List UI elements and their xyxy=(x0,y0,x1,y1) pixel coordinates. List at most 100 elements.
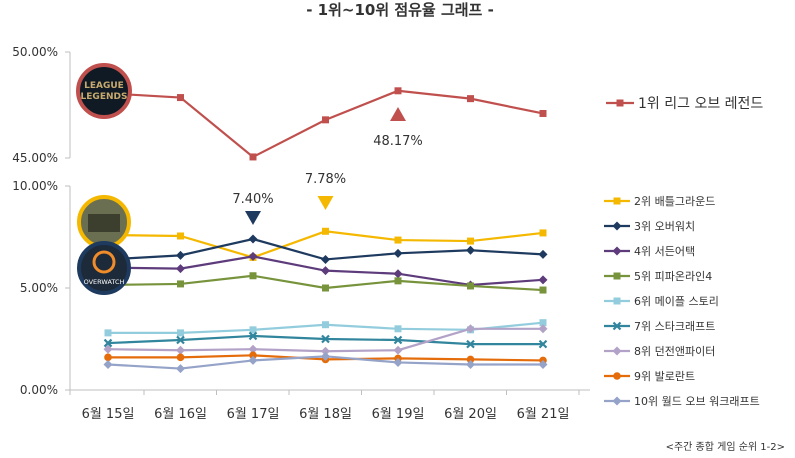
data-point xyxy=(249,351,257,360)
footnote: <주간 종합 게임 순위 1-2> xyxy=(666,440,785,453)
data-point xyxy=(104,329,112,337)
legend-label: 3위 오버워치 xyxy=(634,220,695,233)
data-point xyxy=(466,355,475,364)
legend-label: 9위 발로란트 xyxy=(634,370,695,383)
data-point xyxy=(538,360,548,369)
data-point xyxy=(248,331,258,341)
data-point xyxy=(538,324,548,334)
data-point xyxy=(466,324,475,334)
logo-detail xyxy=(92,250,116,274)
data-point xyxy=(176,364,185,374)
legend-label: 6위 메이플 스토리 xyxy=(634,295,719,308)
top-panel: 50.00% 45.00% 48.17% xyxy=(12,45,547,165)
legend-marker xyxy=(613,272,621,280)
data-point xyxy=(248,234,258,244)
data-point xyxy=(321,254,330,264)
league-of-legends-logo xyxy=(76,63,132,119)
legend-label: 4위 서든어택 xyxy=(634,245,695,258)
data-point xyxy=(321,351,330,361)
data-point xyxy=(177,329,184,337)
series-line xyxy=(107,89,544,159)
x-tick-label: 6월 16일 xyxy=(154,407,207,422)
data-point xyxy=(467,282,474,290)
legend-label: 8위 던전앤파이터 xyxy=(634,345,715,358)
data-point xyxy=(249,153,257,161)
logo-text: LEGENDS xyxy=(81,92,128,102)
logo-text: LEAGUE xyxy=(84,81,124,91)
chart-title: - 1위~10위 점유율 그래프 - xyxy=(306,1,494,19)
data-point xyxy=(321,346,330,356)
series-6 xyxy=(103,331,548,349)
data-point xyxy=(466,339,475,349)
data-point xyxy=(248,355,258,365)
legend-label: 2위 배틀그라운드 xyxy=(634,195,715,208)
data-point xyxy=(103,360,113,369)
data-point xyxy=(394,236,402,244)
data-point xyxy=(393,248,403,258)
annotation-label: 7.78% xyxy=(305,172,346,187)
data-point xyxy=(538,249,548,259)
series-7 xyxy=(103,324,548,356)
data-point xyxy=(176,335,185,345)
legend-marker xyxy=(613,372,621,380)
legend-marker xyxy=(612,221,622,231)
legend-label: 1위 리그 오브 레전드 xyxy=(638,96,763,112)
data-point xyxy=(466,360,475,369)
series-1 xyxy=(104,87,547,161)
data-point xyxy=(394,277,402,285)
series-line xyxy=(107,230,544,259)
data-point xyxy=(249,326,257,334)
data-point xyxy=(176,345,185,355)
data-point xyxy=(103,338,113,348)
data-point xyxy=(177,232,184,240)
bottom-panel: 10.00% 5.00% 0.00% 7.40% 7.78% xyxy=(12,172,548,397)
legend-label: 7위 스타크래프트 xyxy=(634,320,715,333)
legend: 1위 리그 오브 레전드 2위 배틀그라운드 3위 오버워치 4위 서든어택 5위 피파… xyxy=(604,96,763,408)
y-tick-label: 10.00% xyxy=(12,179,58,193)
legend-marker xyxy=(613,197,621,205)
data-point xyxy=(321,334,330,344)
data-point xyxy=(467,237,474,245)
y-tick-label: 50.00% xyxy=(12,45,58,59)
data-point xyxy=(538,339,548,349)
x-tick-label: 6월 19일 xyxy=(372,407,425,422)
data-point xyxy=(322,284,329,292)
data-point xyxy=(322,321,329,329)
y-tick-label: 5.00% xyxy=(20,281,58,295)
data-point xyxy=(393,357,403,367)
x-tick-label: 6월 21일 xyxy=(517,407,570,422)
data-point xyxy=(248,344,258,354)
legend-marker xyxy=(612,346,622,356)
data-point xyxy=(539,109,547,117)
data-point xyxy=(394,87,402,95)
x-tick-label: 6월 18일 xyxy=(299,407,352,422)
legend-label: 5위 피파온라인4 xyxy=(634,270,712,283)
data-point xyxy=(539,229,547,237)
data-point xyxy=(177,280,184,288)
annotation-label: 48.17% xyxy=(373,134,423,149)
data-point xyxy=(539,286,547,294)
series-4 xyxy=(104,272,547,294)
legend-marker xyxy=(612,321,622,331)
legend-marker xyxy=(612,246,622,256)
legend-marker xyxy=(612,396,622,406)
overwatch-logo xyxy=(77,241,131,295)
x-tick-label: 6월 17일 xyxy=(227,407,280,422)
data-point xyxy=(538,275,548,285)
x-tick-label: 6월 15일 xyxy=(82,407,135,422)
data-point xyxy=(467,95,474,103)
data-point xyxy=(393,269,403,279)
annotation-label: 7.40% xyxy=(232,192,273,207)
x-axis: 6월 15일 6월 16일 6월 17일 6월 18일 6월 19일 6월 20일 6월 2… xyxy=(69,389,590,422)
data-point xyxy=(393,345,403,355)
triangle-down-marker xyxy=(317,196,334,210)
data-point xyxy=(321,266,330,276)
x-tick-label: 6월 20일 xyxy=(444,407,497,422)
data-point xyxy=(104,353,112,362)
data-point xyxy=(103,344,113,354)
data-point xyxy=(249,272,257,280)
data-point xyxy=(177,94,184,102)
data-point xyxy=(393,335,403,345)
y-tick-label: 45.00% xyxy=(12,151,58,165)
